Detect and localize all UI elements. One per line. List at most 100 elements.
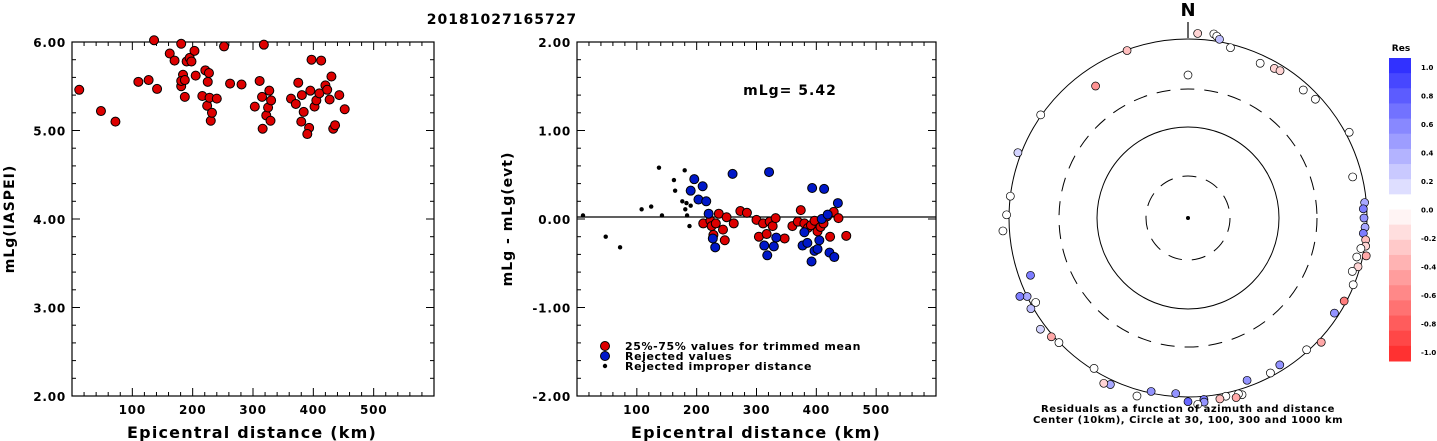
trimmed-mean-point	[710, 218, 721, 229]
rejected-point	[689, 174, 700, 185]
colorbar-cell	[1389, 179, 1411, 195]
rejected-point	[799, 227, 810, 238]
rejected-point	[697, 181, 708, 192]
colorbar-tick-label: -0.2	[1421, 235, 1436, 243]
station-point	[1183, 397, 1193, 407]
legend-item-rejected: Rejected values	[600, 350, 732, 363]
axis-ticks: 100 200 300 400 500 2.00 3.00 4.00 5.00 6.00	[33, 36, 434, 417]
magnitude-point	[169, 55, 180, 66]
y-tick-label: 4.00	[33, 213, 66, 227]
station-point	[1359, 213, 1369, 223]
colorbar-cell	[1389, 194, 1411, 210]
station-point	[1089, 364, 1099, 373]
station-point	[1091, 81, 1100, 91]
legend-black-marker	[602, 363, 608, 369]
magnitude-point	[133, 76, 144, 87]
station-point	[1036, 324, 1045, 334]
colorbar-cell	[1389, 73, 1411, 89]
rejected-point	[768, 241, 779, 252]
magnitude-point	[74, 84, 85, 95]
magnitude-point	[264, 85, 275, 96]
improper-distance-point	[656, 165, 662, 170]
station-point	[1036, 110, 1046, 120]
station-point	[998, 226, 1008, 236]
trimmed-mean-point	[719, 235, 730, 246]
station-point	[1047, 332, 1056, 342]
rejected-point	[819, 183, 830, 194]
magnitude-point	[265, 115, 276, 126]
polar-caption-line2: Center (10km), Circle at 30, 100, 300 an…	[1033, 415, 1343, 426]
station-point	[1255, 58, 1265, 68]
magnitude-point	[186, 56, 197, 67]
rejected-point	[762, 250, 773, 261]
plot-frame	[71, 41, 435, 397]
trimmed-mean-point	[841, 230, 852, 241]
colorbar-title: Res	[1392, 44, 1410, 54]
colorbar-cell	[1389, 164, 1411, 180]
magnitude-point	[296, 90, 307, 101]
x-tick-label: 100	[623, 403, 650, 417]
trimmed-mean-point	[728, 218, 739, 229]
north-label: N	[1180, 0, 1195, 21]
improper-distance-point	[580, 213, 586, 218]
ring-30km	[1145, 175, 1231, 261]
colorbar-tick-label: 1.0	[1421, 64, 1434, 72]
magnitude-point	[296, 116, 307, 127]
colorbar-cell	[1389, 345, 1411, 362]
station-point	[1193, 399, 1203, 409]
station-point	[1302, 345, 1311, 355]
figure-title: 20181027165727	[427, 12, 577, 28]
y-tick-label: -1.00	[532, 302, 571, 316]
magnitude-point	[326, 71, 337, 82]
station-point	[1311, 94, 1320, 104]
y-tick-label: 3.00	[33, 302, 66, 316]
station-point	[1022, 292, 1032, 301]
magnitude-point	[324, 94, 335, 105]
residual-colorbar: Res 1.0 0.8 0.6 0.4 0.2 0.0 -0.2 -0.4 -0.6 -0.8 -1…	[1389, 44, 1436, 362]
magnitude-point	[257, 91, 268, 102]
colorbar-cell	[1389, 118, 1411, 135]
station-point	[1015, 292, 1025, 301]
rejected-point	[771, 232, 782, 243]
legend: 25%-75% values for trimmed mean Rejected…	[600, 340, 861, 373]
trimmed-mean-point	[779, 233, 790, 244]
station-point	[1266, 368, 1275, 378]
y-tick-label: 2.00	[33, 390, 66, 404]
rejected-point	[807, 183, 818, 194]
trimmed-mean-point	[795, 205, 806, 216]
station-point	[1361, 251, 1371, 261]
improper-distance-point	[671, 177, 677, 183]
ring-300km	[1058, 88, 1318, 348]
magnitude-point	[257, 123, 268, 134]
colorbar-cell	[1389, 330, 1411, 347]
colorbar-tick-label: -0.8	[1421, 321, 1436, 329]
rejected-point	[822, 209, 833, 220]
station-point	[1215, 394, 1225, 404]
magnitude-point	[225, 78, 236, 89]
station-point	[1013, 148, 1023, 158]
ring-100km	[1096, 126, 1280, 310]
y-tick-label: 5.00	[33, 125, 66, 139]
rejected-point	[703, 208, 714, 219]
magnitude-point	[202, 76, 213, 87]
station-point	[1347, 267, 1357, 276]
magnitude-point	[236, 79, 247, 90]
magnitude-point	[190, 70, 201, 81]
magnitude-point	[95, 106, 106, 117]
magnitude-point	[179, 91, 190, 102]
rejected-point	[701, 196, 712, 207]
rejected-point	[764, 167, 775, 178]
colorbar-cell	[1389, 254, 1411, 271]
magnitude-point	[203, 67, 214, 78]
colorbar-tick-label: -0.4	[1421, 264, 1436, 272]
colorbar-cell	[1389, 133, 1411, 150]
residual-vs-distance-panel: 100 200 300 400 500 -2.00 -1.00 0.00 1.00 2.00 mL…	[500, 36, 937, 441]
station-point	[1316, 337, 1326, 347]
station-point	[1132, 391, 1142, 401]
x-axis-label: Epicentral distance (km)	[631, 423, 881, 441]
colorbar-cell	[1389, 103, 1411, 120]
legend-label: 25%-75% values for trimmed mean	[625, 340, 861, 353]
magnitude-point	[206, 107, 217, 118]
station-point	[1002, 210, 1011, 220]
